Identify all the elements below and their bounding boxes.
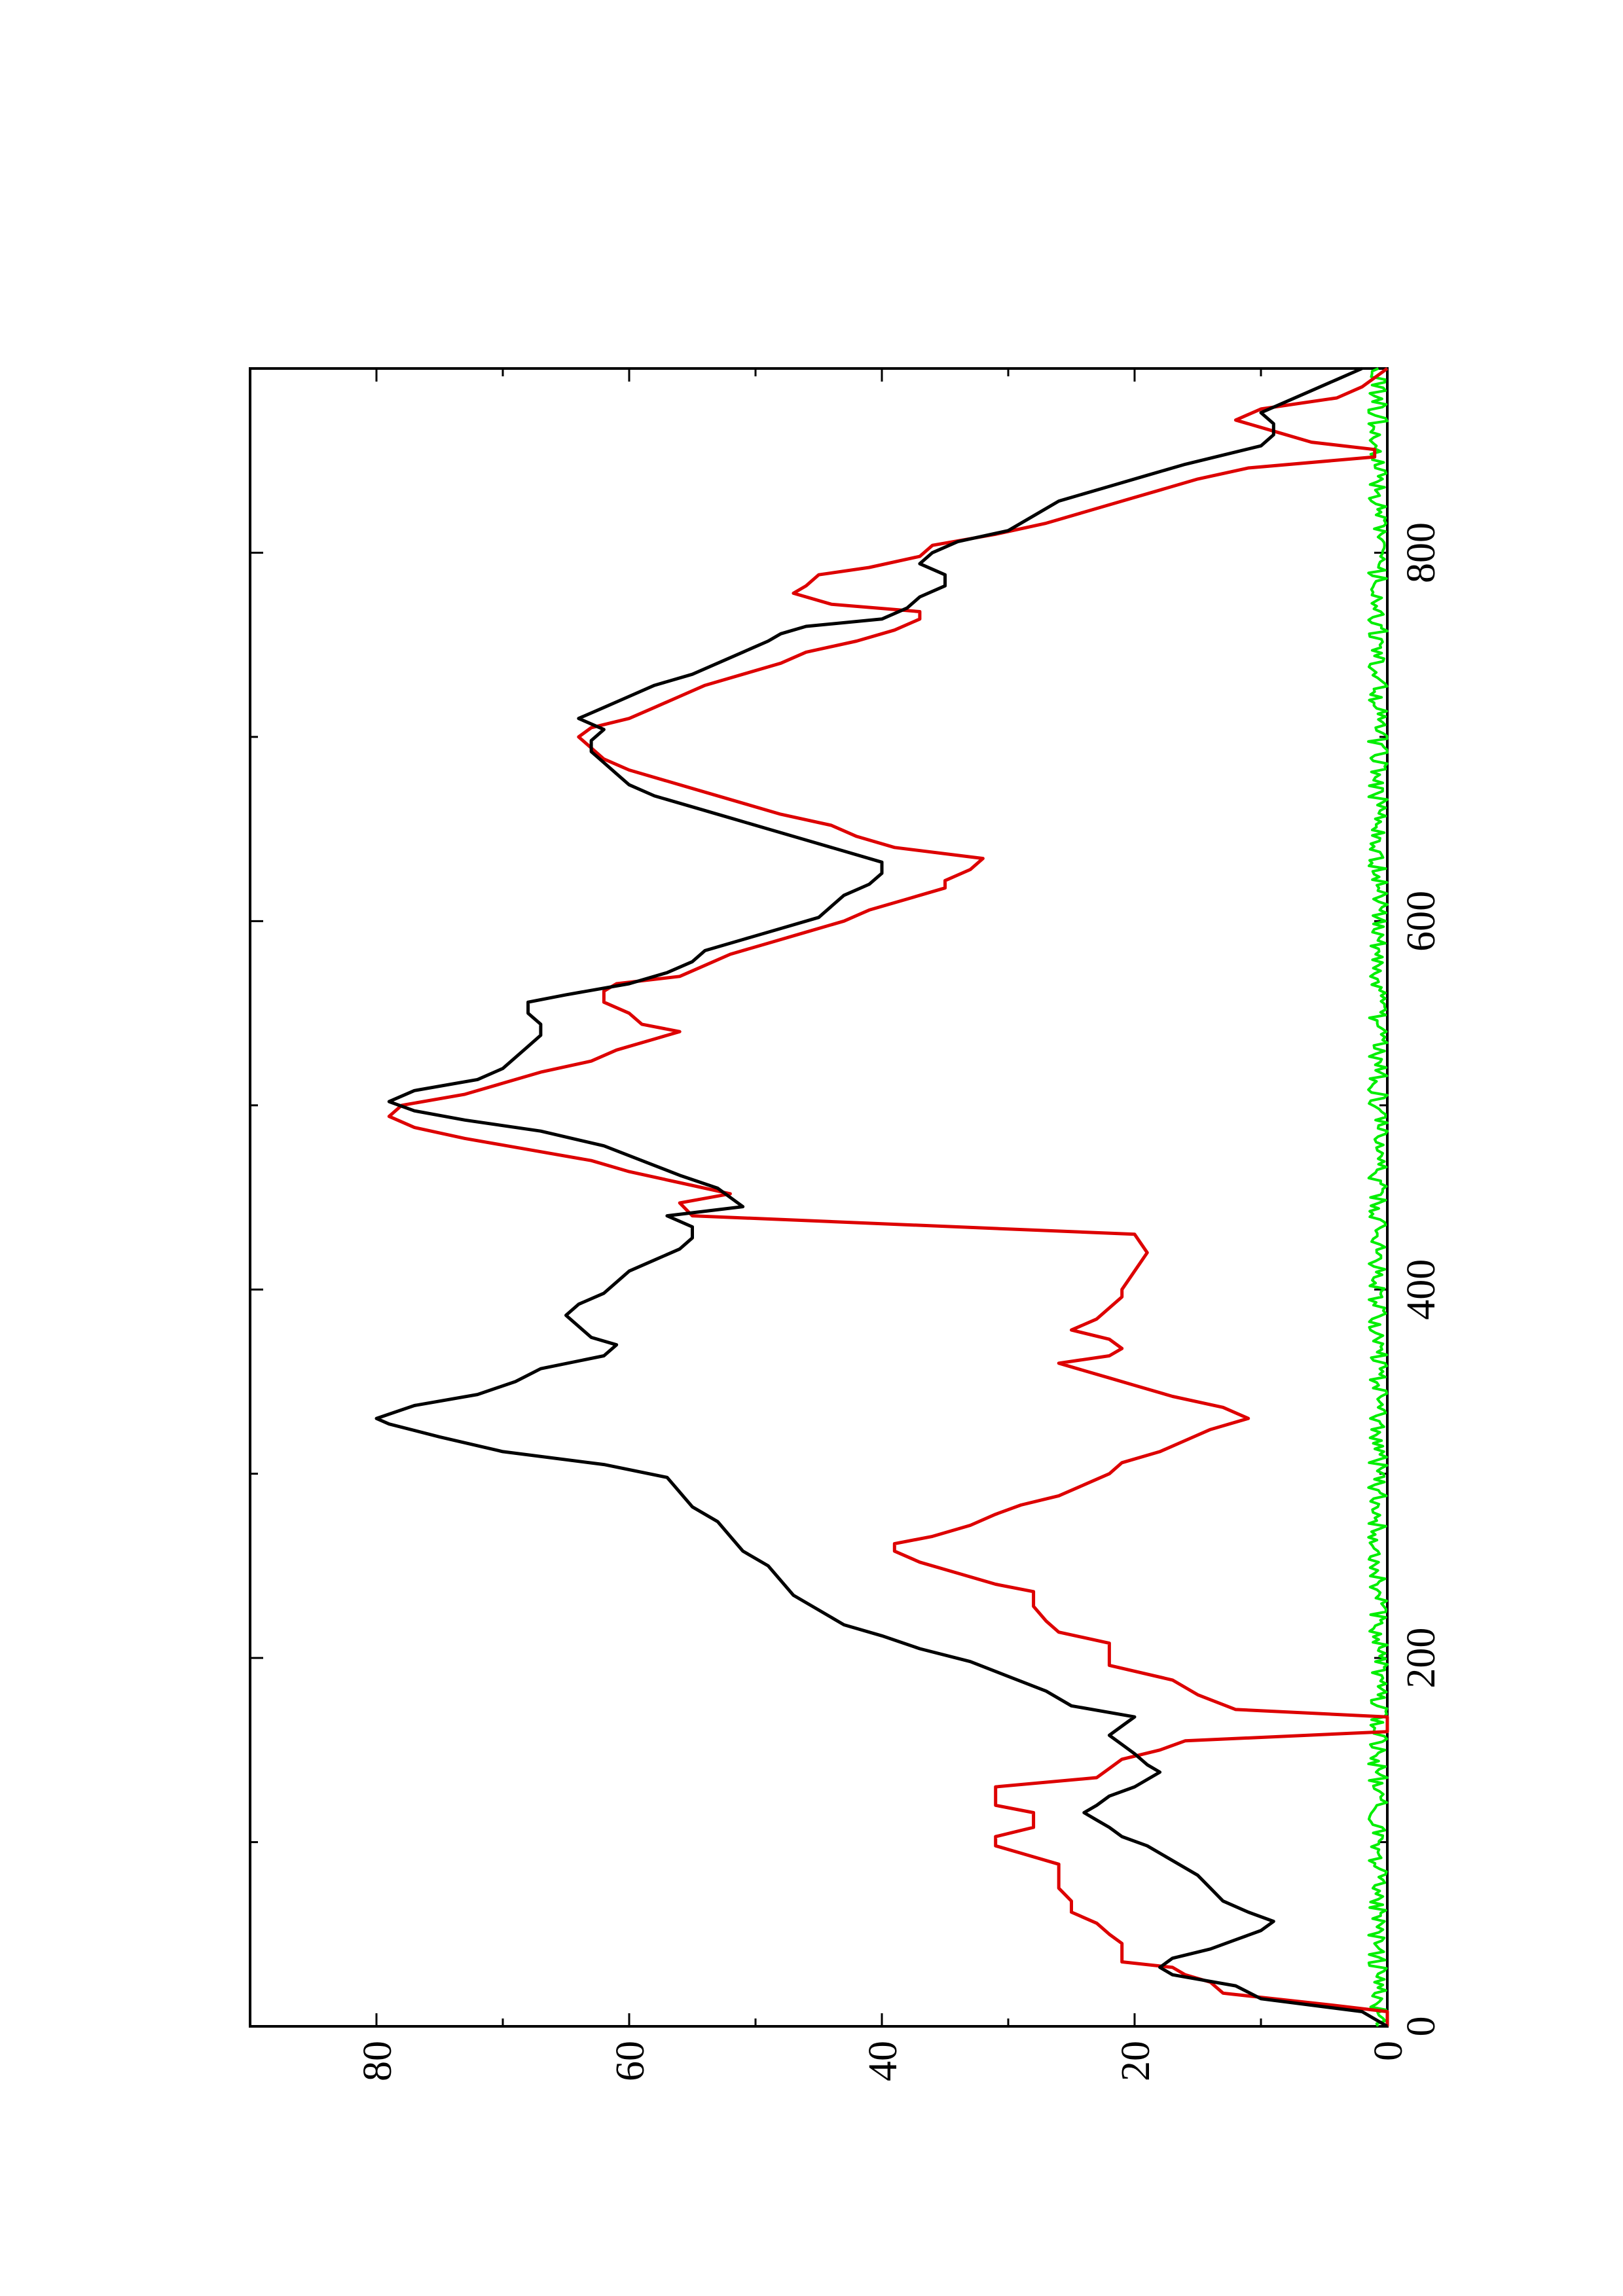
y-tick-label: 80 (356, 2041, 400, 2081)
plot-frame (249, 367, 1389, 2028)
y-tick-label: 0 (1366, 2041, 1411, 2061)
series-green-line (1367, 367, 1389, 2027)
y-tick-label: 20 (1114, 2041, 1158, 2081)
series-black-line (374, 367, 1389, 2028)
series-red-line (387, 367, 1389, 2026)
y-tick-label: 60 (608, 2041, 653, 2081)
x-tick-label: 0 (1399, 2017, 1444, 2037)
x-tick-label: 600 (1399, 891, 1444, 952)
x-tick-label: 800 (1399, 522, 1444, 583)
chart-rotation-group: 0 200 400 600 800 0 20 40 60 80 (249, 367, 1444, 2081)
y-tick-label: 40 (861, 2041, 905, 2081)
plot-group: 0 200 400 600 800 0 20 40 60 80 (249, 367, 1444, 2081)
x-tick-label: 200 (1399, 1628, 1444, 1689)
x-tick-label: 400 (1399, 1259, 1444, 1320)
